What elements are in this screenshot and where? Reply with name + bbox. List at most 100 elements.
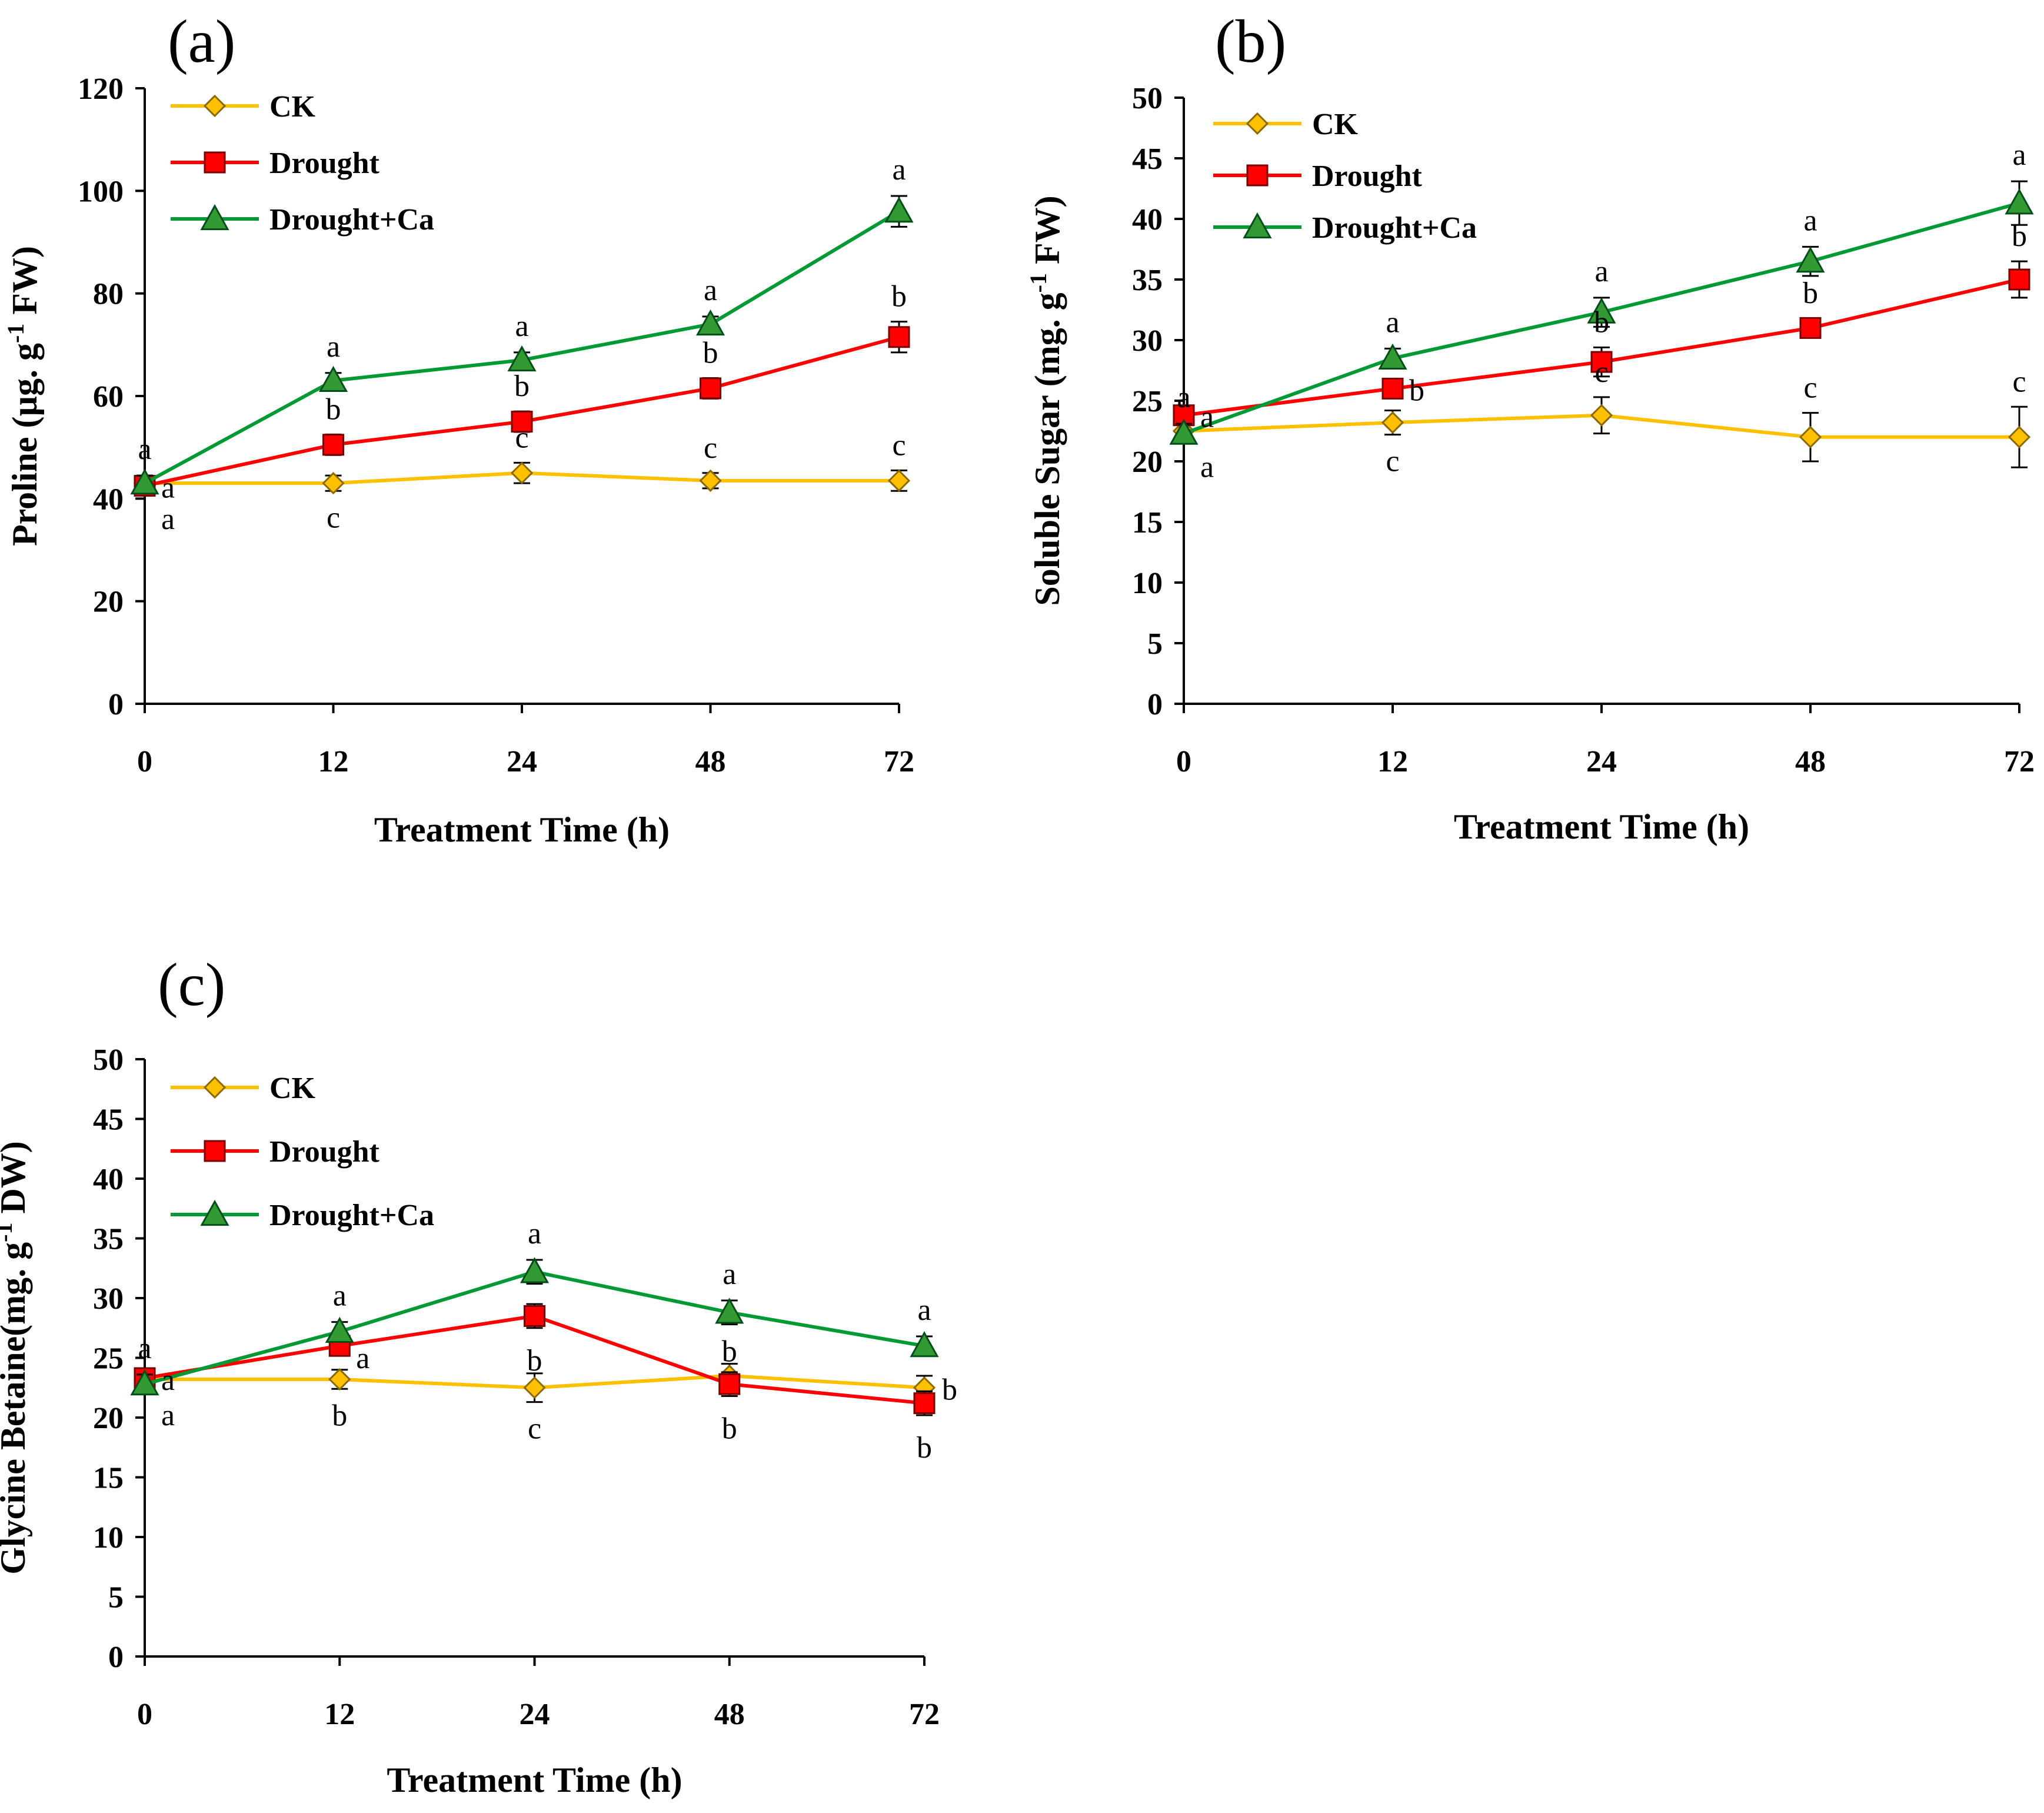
- y-tick-label: 30: [1132, 324, 1163, 358]
- data-point-diamond: [1590, 404, 1613, 427]
- significance-letter: b: [1409, 374, 1424, 407]
- legend-entry: Drought+Ca: [171, 203, 434, 237]
- x-tick-label: 12: [324, 1698, 355, 1731]
- series-drought-ca: [1169, 180, 2034, 445]
- x-tick-label: 12: [1377, 745, 1408, 779]
- legend-label: CK: [269, 1072, 316, 1105]
- significance-letter: b: [942, 1373, 957, 1406]
- legend-marker-square: [1246, 164, 1269, 187]
- significance-letter: b: [514, 370, 530, 403]
- x-axis-title: Treatment Time (h): [1454, 807, 1749, 846]
- y-axis-title-unit: FW): [5, 246, 44, 324]
- y-tick-label: 0: [108, 688, 124, 721]
- y-tick-label: 0: [108, 1641, 124, 1674]
- legend-label: Drought+Ca: [269, 1199, 434, 1232]
- legend-marker-square: [204, 1140, 226, 1162]
- significance-letter: a: [1200, 401, 1214, 434]
- data-point-square: [2008, 268, 2030, 291]
- significance-letter: b: [722, 1335, 737, 1369]
- data-point-diamond: [2008, 425, 2031, 448]
- panel-label: (b): [1215, 8, 1286, 75]
- significance-letter: a: [356, 1342, 369, 1375]
- data-point-square: [888, 326, 910, 348]
- legend-entry: Drought+Ca: [1213, 211, 1477, 245]
- y-axis-title-superscript: -1: [0, 1223, 17, 1242]
- significance-letter: a: [1177, 381, 1190, 414]
- legend-marker-diamond: [203, 94, 227, 118]
- data-point-triangle: [1378, 343, 1407, 370]
- significance-letter: a: [1594, 255, 1608, 288]
- data-point-triangle: [1796, 247, 1825, 273]
- y-tick-label: 100: [78, 175, 124, 208]
- y-tick-label: 45: [93, 1103, 124, 1137]
- y-axis-title-superscript: -1: [1025, 273, 1051, 292]
- series-drought-ca: [130, 1257, 939, 1396]
- x-tick-label: 72: [909, 1698, 940, 1731]
- legend-entry: Drought: [1213, 159, 1423, 193]
- y-tick-label: 25: [93, 1342, 124, 1376]
- significance-letter: a: [138, 433, 151, 466]
- data-point-diamond: [1381, 411, 1404, 434]
- significance-letter: a: [892, 153, 906, 187]
- x-tick-label: 48: [695, 745, 726, 779]
- y-tick-label: 80: [93, 278, 124, 311]
- y-tick-label: 40: [93, 483, 124, 516]
- legend-label: Drought: [269, 147, 380, 180]
- significance-letter: c: [892, 428, 906, 462]
- data-point-triangle: [2005, 188, 2034, 215]
- x-tick-label: 0: [1176, 745, 1191, 779]
- significance-letter: a: [327, 330, 340, 364]
- significance-letter: a: [723, 1258, 736, 1291]
- data-point-square: [718, 1373, 741, 1395]
- significance-letter: a: [1803, 204, 1817, 237]
- legend-label: Drought+Ca: [269, 203, 434, 237]
- significance-letter: c: [327, 501, 340, 534]
- y-tick-label: 50: [93, 1043, 124, 1077]
- y-tick-label: 15: [1132, 506, 1163, 540]
- significance-letter: a: [138, 1332, 151, 1365]
- significance-letter: a: [161, 1363, 175, 1397]
- significance-letter: a: [704, 274, 717, 307]
- significance-letter: a: [161, 503, 175, 536]
- x-tick-label: 0: [137, 745, 152, 779]
- y-tick-label: 45: [1132, 142, 1163, 176]
- y-tick-label: 35: [1132, 264, 1163, 297]
- legend-marker-triangle: [200, 1199, 229, 1226]
- significance-letter: b: [917, 1431, 932, 1465]
- y-tick-label: 35: [93, 1223, 124, 1256]
- data-point-diamond: [1799, 425, 1822, 448]
- y-axis-title-main: Proline (µg. g: [5, 343, 44, 546]
- data-point-triangle: [325, 1316, 354, 1343]
- data-point-triangle: [520, 1257, 550, 1283]
- y-tick-label: 50: [1132, 82, 1163, 115]
- significance-letter: a: [515, 310, 528, 343]
- significance-letter: c: [2012, 365, 2026, 398]
- panel-label: (a): [168, 8, 235, 75]
- data-point-triangle: [884, 197, 914, 223]
- significance-letter: c: [704, 431, 717, 465]
- significance-letter: c: [1803, 371, 1817, 405]
- data-point-triangle: [507, 345, 537, 372]
- y-tick-label: 5: [1147, 627, 1163, 661]
- y-axis-title-unit: FW): [1028, 195, 1067, 273]
- legend-entry: CK: [171, 1072, 316, 1105]
- significance-letter: b: [1803, 277, 1818, 310]
- data-point-triangle: [715, 1298, 744, 1324]
- y-tick-label: 40: [1132, 203, 1163, 237]
- data-point-square: [524, 1305, 545, 1327]
- x-tick-label: 72: [2004, 745, 2035, 779]
- data-point-triangle: [1587, 297, 1616, 324]
- y-tick-label: 60: [93, 380, 124, 414]
- y-tick-label: 120: [78, 72, 124, 106]
- significance-letter: a: [1200, 451, 1214, 484]
- legend-marker-triangle: [1243, 212, 1272, 239]
- data-point-square: [511, 411, 533, 433]
- x-tick-label: 48: [714, 1698, 745, 1731]
- y-tick-label: 0: [1147, 688, 1163, 721]
- y-tick-label: 15: [93, 1462, 124, 1495]
- data-point-diamond: [328, 1368, 351, 1391]
- y-tick-label: 5: [108, 1581, 124, 1615]
- data-point-square: [913, 1392, 936, 1415]
- legend-marker-square: [204, 151, 226, 174]
